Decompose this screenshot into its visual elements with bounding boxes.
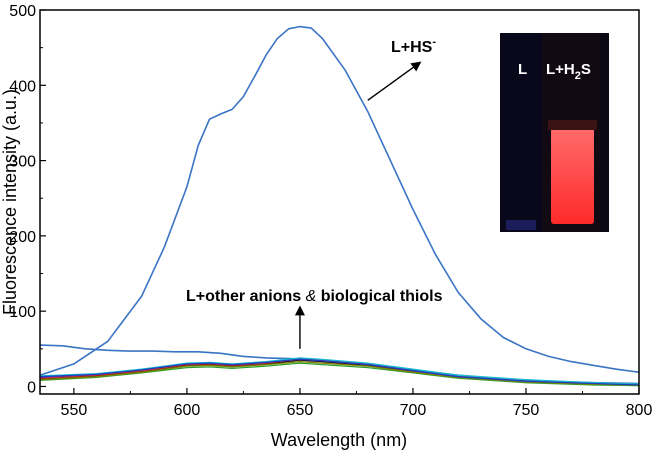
annotation-others: L+other anions & biological thiols <box>186 288 443 349</box>
series-line-other-7 <box>40 358 639 386</box>
x-tick-label: 700 <box>400 402 427 419</box>
hs-arrow <box>367 61 422 101</box>
y-tick-label: 0 <box>27 379 36 396</box>
x-tick-label: 800 <box>626 402 653 419</box>
y-tick-label: 500 <box>9 3 36 20</box>
x-tick-label: 600 <box>174 402 201 419</box>
inset-label-l-h2s: L+H2S <box>546 61 591 82</box>
series-line-other-6 <box>40 360 639 386</box>
vial-rim <box>548 120 597 130</box>
x-tick-label: 750 <box>513 402 540 419</box>
x-tick-label: 650 <box>287 402 314 419</box>
series-layer <box>40 25 639 387</box>
y-tick-label: 400 <box>9 78 36 95</box>
series-line-other-3 <box>40 362 639 387</box>
vial-l <box>500 33 542 232</box>
annotation-hs-label: L+HS- <box>391 36 436 56</box>
series-line-other-5 <box>40 357 639 385</box>
inset-label-l: L <box>518 61 527 78</box>
annotation-others-label: L+other anions & biological thiols <box>186 288 443 305</box>
y-tick-label: 200 <box>9 229 36 246</box>
plot-frame <box>39 9 640 395</box>
y-axis-title: Fluorescence intensity (a.u.) <box>0 89 20 315</box>
vial-base-left <box>506 220 536 230</box>
inset-photo: L L+H2S <box>500 33 609 232</box>
series-line-l-hs- <box>40 25 639 376</box>
y-tick-label: 300 <box>9 154 36 171</box>
annotation-hs: L+HS- <box>367 36 436 101</box>
vial-glow <box>551 128 594 224</box>
ticks-layer: 550 600 650 700 750 800 0 100 200 300 400 500 <box>9 3 652 419</box>
y-tick-label: 100 <box>9 304 36 321</box>
x-axis-title: Wavelength (nm) <box>271 430 407 450</box>
x-tick-label: 550 <box>61 402 88 419</box>
